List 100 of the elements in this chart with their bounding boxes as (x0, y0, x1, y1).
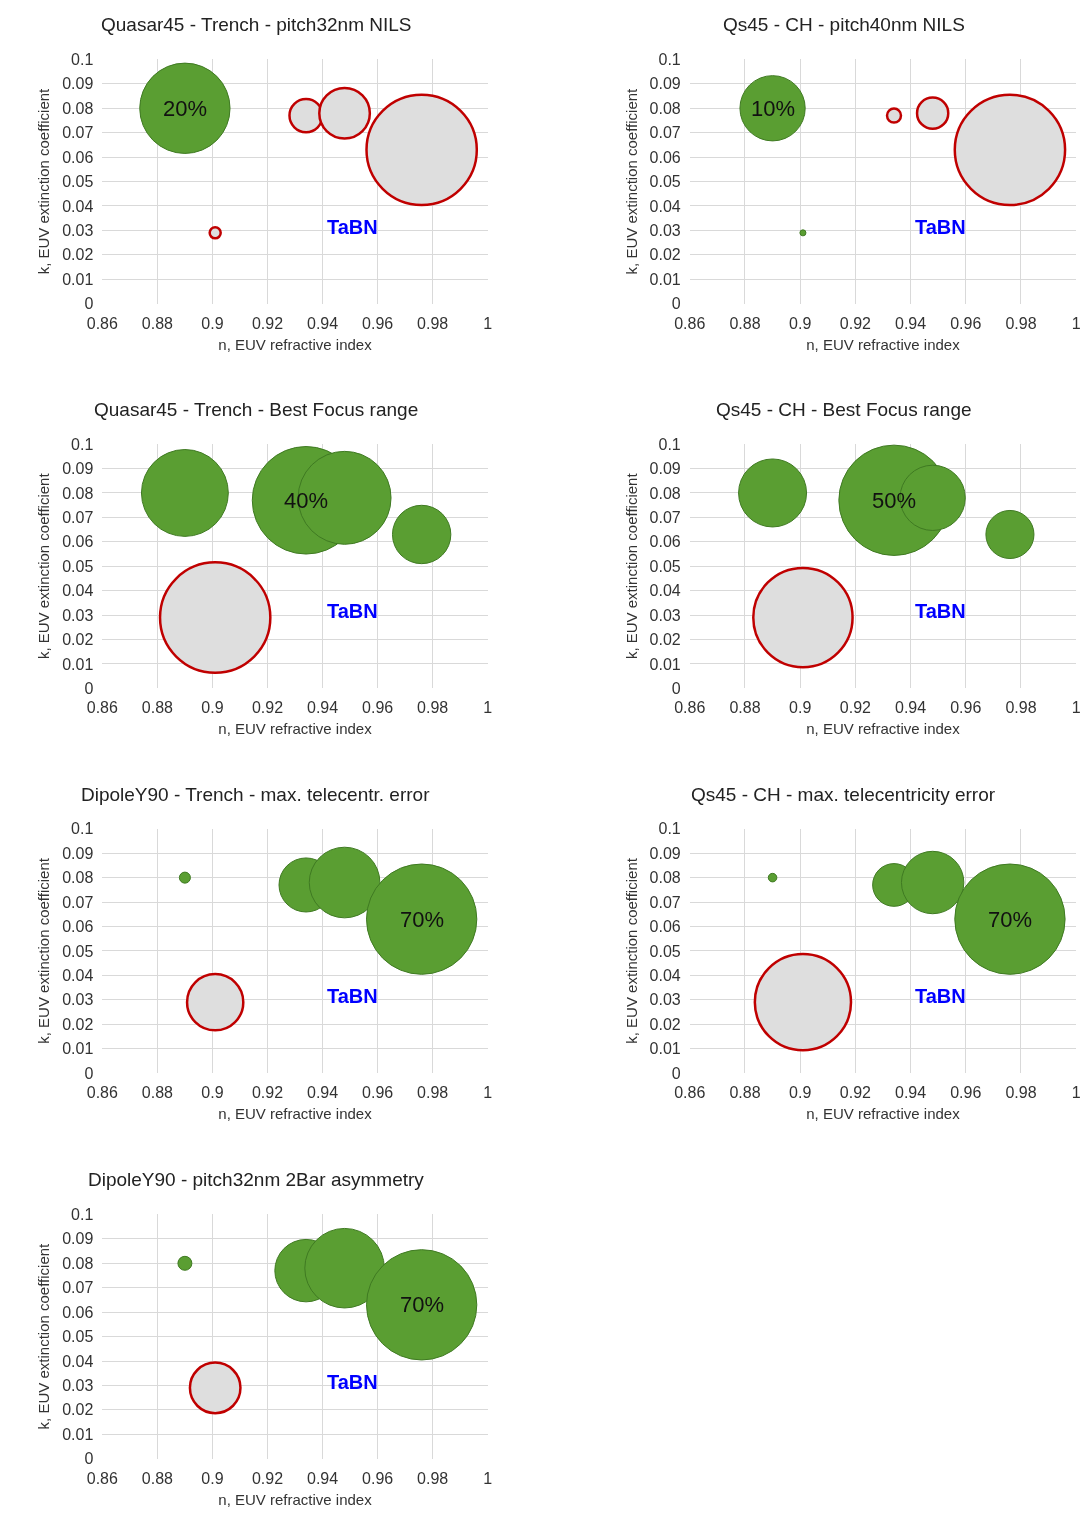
y-tick-label: 0.04 (62, 966, 94, 984)
x-tick-label: 0.92 (251, 699, 284, 717)
x-tick-label: 0.9 (201, 1469, 224, 1487)
y-tick-label: 0 (671, 679, 681, 697)
x-tick-label: 0.96 (362, 1469, 394, 1487)
x-tick-label: 0.9 (789, 314, 812, 332)
x-tick-label: 0.98 (417, 314, 449, 332)
y-tick-label: 0.07 (649, 893, 681, 911)
y-tick-label: 0.1 (71, 1206, 94, 1224)
y-tick-label: 0.06 (62, 1303, 94, 1321)
y-tick-label: 0.08 (649, 484, 681, 502)
y-tick-label: 0.06 (62, 533, 94, 551)
y-tick-label: 0 (84, 1450, 94, 1468)
x-tick-label: 0.86 (86, 314, 118, 332)
y-tick-label: 0 (671, 1064, 681, 1082)
x-tick-label: 0.92 (251, 1084, 284, 1102)
x-tick-label: 0.94 (895, 1084, 927, 1102)
x-tick-label: 0.98 (1005, 699, 1037, 717)
y-tick-label: 0 (84, 679, 94, 697)
y-tick-label: 0.05 (649, 173, 681, 191)
y-tick-label: 0.06 (62, 918, 94, 936)
x-tick-label: 0.94 (306, 699, 339, 717)
y-tick-label: 0.1 (71, 435, 94, 453)
x-tick-label: 0.98 (1005, 314, 1037, 332)
y-tick-label: 0 (84, 295, 94, 313)
y-tick-label: 0.02 (62, 1401, 94, 1419)
x-axis-title: n, EUV refractive index (806, 720, 961, 738)
annotation: 10% (751, 96, 796, 121)
x-tick-label: 0.92 (251, 1469, 284, 1487)
x-tick-label: 0.9 (789, 1084, 812, 1102)
x-axis-title: n, EUV refractive index (218, 1490, 373, 1508)
y-tick-label: 0.02 (649, 246, 681, 264)
x-tick-label: 0.86 (674, 699, 706, 717)
x-tick-label: 0.94 (306, 314, 339, 332)
y-tick-label: 0.08 (62, 869, 94, 887)
y-tick-label: 0.01 (649, 1040, 681, 1058)
y-tick-label: 0.07 (62, 124, 94, 142)
x-tick-label: 0.92 (251, 314, 284, 332)
y-tick-label: 0.05 (649, 557, 681, 575)
x-tick-label: 0.98 (417, 1084, 449, 1102)
annotation: 20% (163, 96, 208, 121)
x-tick-label: 1 (1071, 1084, 1081, 1102)
y-tick-label: 0.04 (649, 582, 681, 600)
y-tick-label: 0.08 (62, 99, 94, 117)
annotation: TaBN (915, 216, 966, 238)
x-tick-label: 0.96 (950, 1084, 982, 1102)
x-tick-label: 1 (483, 314, 493, 332)
x-tick-label: 0.86 (86, 1469, 118, 1487)
y-tick-label: 0 (671, 295, 681, 313)
y-tick-label: 0.05 (62, 942, 94, 960)
x-axis-title: n, EUV refractive index (218, 720, 373, 738)
annotation: TaBN (327, 1371, 378, 1393)
y-tick-label: 0.03 (649, 222, 681, 239)
y-axis-title: k, EUV extinction coefficient (35, 1242, 53, 1430)
y-tick-label: 0.1 (658, 435, 681, 453)
y-tick-label: 0.05 (649, 942, 681, 960)
y-axis-title: k, EUV extinction coefficient (35, 87, 53, 275)
y-tick-label: 0.05 (62, 173, 94, 191)
y-tick-label: 0.03 (649, 991, 681, 1009)
y-tick-label: 0.01 (62, 1425, 94, 1443)
y-tick-label: 0.08 (649, 869, 681, 887)
y-tick-label: 0.09 (62, 844, 94, 862)
x-tick-label: 0.88 (141, 1469, 174, 1487)
y-tick-label: 0.07 (649, 124, 681, 142)
y-axis-title: k, EUV extinction coefficient (622, 87, 640, 275)
x-tick-label: 0.88 (141, 314, 174, 332)
y-tick-label: 0.01 (62, 655, 94, 673)
x-tick-label: 0.92 (839, 314, 872, 332)
x-tick-label: 1 (483, 1469, 493, 1487)
x-tick-label: 1 (1071, 699, 1081, 717)
chart-title: Quasar45 - Trench - Best Focus range (94, 399, 419, 420)
chart-title: Qs45 - CH - pitch40nm NILS (723, 14, 965, 35)
x-tick-label: 0.86 (86, 1084, 118, 1102)
annotation: 70% (400, 1292, 445, 1317)
annotation: TaBN (327, 216, 378, 238)
y-tick-label: 0.04 (62, 197, 94, 215)
y-tick-label: 0.07 (62, 893, 94, 911)
y-tick-label: 0.1 (71, 820, 94, 838)
y-tick-label: 0.05 (62, 557, 94, 575)
y-tick-label: 0 (84, 1064, 94, 1082)
y-tick-label: 0.04 (649, 197, 681, 215)
annotation: 50% (872, 488, 917, 513)
y-tick-label: 0.08 (62, 1254, 94, 1272)
x-tick-label: 0.88 (141, 699, 174, 717)
x-tick-label: 0.92 (839, 699, 872, 717)
y-tick-label: 0.03 (649, 606, 681, 624)
x-tick-label: 0.9 (201, 1084, 224, 1102)
x-tick-label: 0.98 (417, 699, 449, 717)
y-tick-label: 0.1 (71, 51, 94, 69)
y-tick-label: 0.06 (649, 148, 681, 166)
x-axis-title: n, EUV refractive index (806, 335, 961, 353)
y-tick-label: 0.03 (62, 222, 94, 239)
x-axis-title: n, EUV refractive index (218, 335, 373, 353)
y-tick-label: 0.04 (649, 966, 681, 984)
y-tick-label: 0.04 (62, 582, 94, 600)
chart-title: Quasar45 - Trench - pitch32nm NILS (101, 14, 412, 35)
y-tick-label: 0.08 (649, 99, 681, 117)
x-tick-label: 1 (483, 699, 493, 717)
chart-title: Qs45 - CH - max. telecentricity error (691, 784, 996, 805)
x-tick-label: 0.96 (362, 314, 394, 332)
